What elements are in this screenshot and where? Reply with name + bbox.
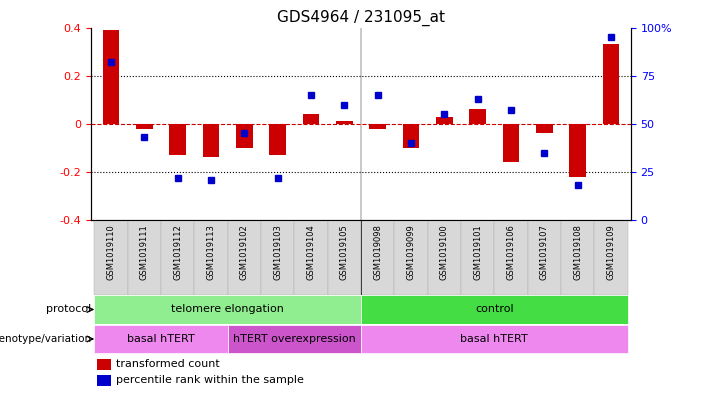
Bar [136, 124, 153, 129]
Title: GDS4964 / 231095_at: GDS4964 / 231095_at [277, 10, 445, 26]
Bar [361, 296, 627, 324]
Text: basal hTERT: basal hTERT [461, 334, 528, 344]
Text: hTERT overexpression: hTERT overexpression [233, 334, 355, 344]
Bar [594, 220, 627, 295]
Text: GSM1019098: GSM1019098 [373, 224, 382, 280]
Text: GSM1019109: GSM1019109 [606, 224, 615, 279]
Text: GSM1019100: GSM1019100 [440, 224, 449, 279]
Text: GSM1019099: GSM1019099 [407, 224, 416, 279]
Text: genotype/variation: genotype/variation [0, 334, 91, 344]
Bar [128, 220, 161, 295]
Bar [436, 117, 453, 124]
Text: transformed count: transformed count [116, 359, 220, 369]
Bar [228, 325, 361, 353]
Bar [161, 220, 194, 295]
Text: control: control [475, 305, 514, 314]
Bar [569, 124, 586, 177]
Text: protocol: protocol [46, 305, 91, 314]
Text: GSM1019108: GSM1019108 [573, 224, 582, 280]
Bar [269, 124, 286, 155]
Bar [361, 220, 395, 295]
Text: percentile rank within the sample: percentile rank within the sample [116, 375, 304, 385]
Bar [203, 124, 219, 158]
Text: GSM1019110: GSM1019110 [107, 224, 116, 279]
Bar [97, 359, 111, 369]
Bar [494, 220, 528, 295]
Text: GSM1019104: GSM1019104 [306, 224, 315, 279]
Bar [95, 220, 128, 295]
Text: basal hTERT: basal hTERT [127, 334, 195, 344]
Bar [369, 124, 386, 129]
Text: GSM1019111: GSM1019111 [140, 224, 149, 279]
Bar [261, 220, 294, 295]
Bar [469, 109, 486, 124]
Bar [236, 124, 253, 148]
Text: GSM1019103: GSM1019103 [273, 224, 283, 280]
Bar [536, 124, 552, 133]
Bar [361, 325, 627, 353]
Bar [603, 44, 619, 124]
Bar [395, 220, 428, 295]
Bar [228, 220, 261, 295]
Bar [428, 220, 461, 295]
Text: telomere elongation: telomere elongation [171, 305, 284, 314]
Bar [561, 220, 594, 295]
Bar [402, 124, 419, 148]
Bar [336, 121, 353, 124]
Text: GSM1019105: GSM1019105 [340, 224, 349, 279]
Bar [97, 375, 111, 386]
Bar [327, 220, 361, 295]
Bar [103, 30, 119, 124]
Text: GSM1019101: GSM1019101 [473, 224, 482, 279]
Text: GSM1019107: GSM1019107 [540, 224, 549, 280]
Bar [294, 220, 327, 295]
Bar [95, 296, 361, 324]
Bar [95, 325, 228, 353]
Bar [303, 114, 320, 124]
Bar [194, 220, 228, 295]
Bar [503, 124, 519, 162]
Text: GSM1019112: GSM1019112 [173, 224, 182, 279]
Text: GSM1019113: GSM1019113 [207, 224, 216, 280]
Text: GSM1019102: GSM1019102 [240, 224, 249, 279]
Bar [170, 124, 186, 155]
Bar [461, 220, 494, 295]
Text: GSM1019106: GSM1019106 [506, 224, 515, 280]
Bar [528, 220, 561, 295]
